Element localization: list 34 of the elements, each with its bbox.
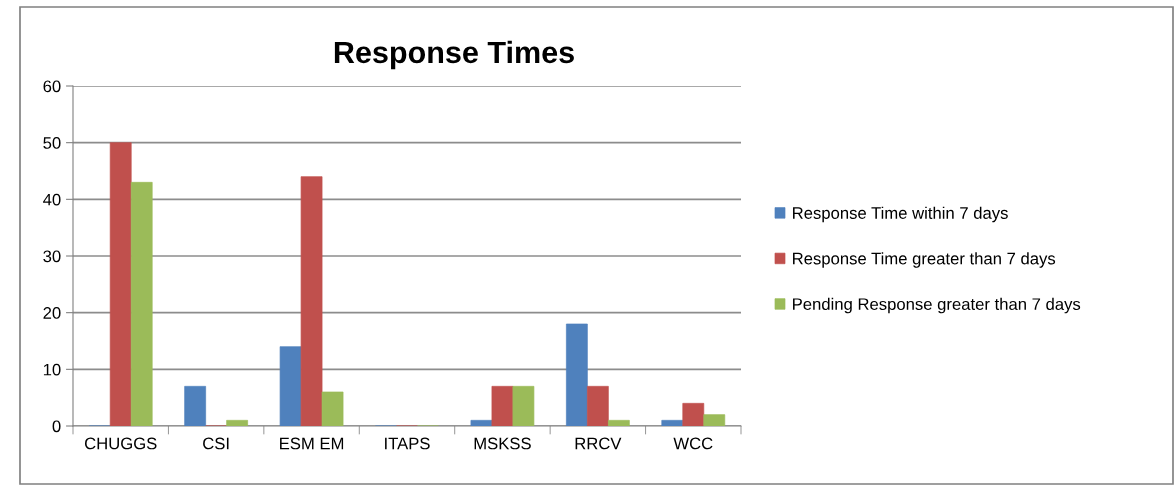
bar bbox=[587, 385, 609, 426]
x-tick-label: WCC bbox=[673, 437, 713, 450]
bar bbox=[470, 419, 493, 426]
bar bbox=[184, 385, 206, 426]
bar bbox=[512, 385, 535, 426]
y-tick-label: 50 bbox=[43, 137, 61, 149]
bar bbox=[109, 142, 132, 426]
bar bbox=[566, 323, 588, 426]
bar bbox=[491, 385, 514, 426]
y-tick-label: 60 bbox=[43, 80, 61, 93]
y-tick-label: 40 bbox=[43, 193, 61, 206]
legend-label: Response Time greater than 7 days bbox=[793, 252, 1056, 268]
x-tick-label: ESM EM bbox=[280, 437, 344, 450]
chart-title: Response Times bbox=[334, 40, 574, 70]
x-tick-label: CHUGGS bbox=[84, 437, 157, 450]
y-tick-label: 20 bbox=[43, 307, 61, 319]
bar bbox=[608, 419, 630, 426]
bar bbox=[226, 419, 248, 426]
bar bbox=[703, 414, 726, 426]
x-tick-label: RRCV bbox=[575, 437, 622, 450]
bar bbox=[661, 419, 684, 426]
x-tick-label: ITAPS bbox=[385, 437, 430, 450]
legend-label: Pending Response greater than 7 days bbox=[793, 297, 1081, 314]
y-tick-label: 10 bbox=[43, 363, 61, 376]
x-tick-label: MSKSS bbox=[474, 437, 531, 450]
x-tick-label: CSI bbox=[203, 437, 229, 450]
legend-label: Response Time within 7 days bbox=[793, 206, 1008, 223]
bar bbox=[300, 176, 323, 426]
bar bbox=[279, 346, 302, 426]
y-tick-label: 0 bbox=[52, 420, 61, 433]
bar bbox=[130, 181, 153, 426]
y-tick-label: 30 bbox=[43, 250, 61, 263]
bar bbox=[682, 402, 705, 426]
bar bbox=[321, 391, 344, 426]
